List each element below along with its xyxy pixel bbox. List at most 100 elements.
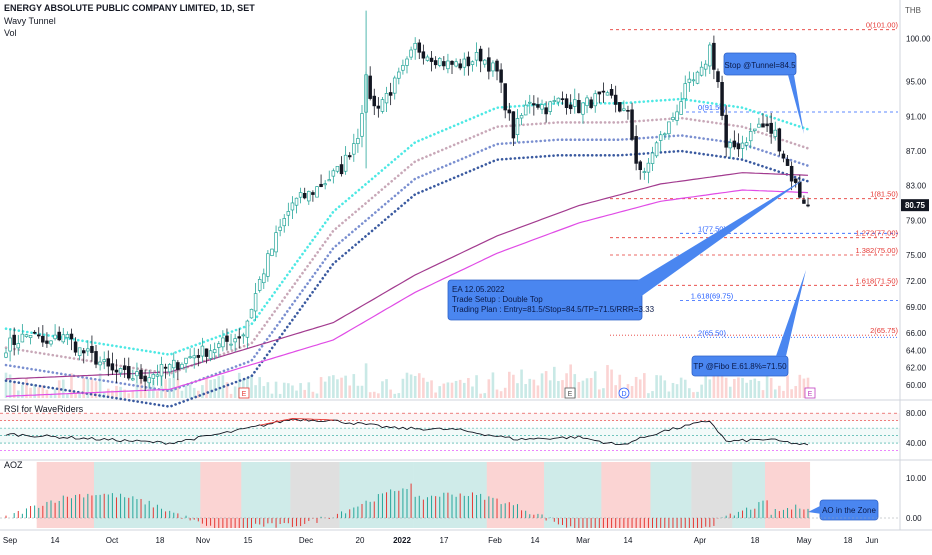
volume-bars xyxy=(4,363,810,398)
plan-callout-line: Trading Plan : Entry=81.5/Stop=84.5/TP=7… xyxy=(452,305,655,314)
volume-bar xyxy=(585,378,589,398)
candle-body xyxy=(352,143,356,155)
volume-bar xyxy=(773,389,777,398)
candle-body xyxy=(249,308,254,319)
rsi-tick-label: 40.00 xyxy=(906,439,927,448)
candle-body xyxy=(266,253,270,277)
candle-body xyxy=(286,211,291,216)
candle-body xyxy=(16,343,21,349)
candle-body xyxy=(24,334,29,338)
candle-body xyxy=(257,279,262,291)
volume-bar xyxy=(106,388,110,398)
volume-bar xyxy=(315,393,319,398)
candle-body xyxy=(401,65,405,71)
candle-body xyxy=(380,99,385,112)
volume-bar xyxy=(319,377,323,398)
volume-bar xyxy=(422,377,425,398)
time-tick-label: 14 xyxy=(531,536,540,545)
candle-body xyxy=(802,199,806,204)
candle-body xyxy=(511,111,516,139)
volume-bar xyxy=(197,390,200,398)
volume-bar xyxy=(303,389,307,398)
fibo-label: 0(101.00) xyxy=(866,21,899,30)
indicator-wavy-tunnel[interactable]: Wavy Tunnel xyxy=(4,16,56,26)
volume-bar xyxy=(344,375,347,398)
volume-bar xyxy=(21,384,24,398)
price-tick-label: 72.00 xyxy=(906,277,927,286)
candle-body xyxy=(806,204,810,207)
volume-bar xyxy=(643,373,646,398)
volume-bar xyxy=(569,364,572,398)
tunnel-band-3 xyxy=(4,134,810,393)
event-marker-dividend xyxy=(618,387,630,399)
fibo-label: 1(81.50) xyxy=(870,190,898,199)
candle-body xyxy=(86,348,90,352)
volume-bar xyxy=(491,372,495,398)
volume-bar xyxy=(503,387,507,398)
candle-body xyxy=(409,49,413,58)
candle-body xyxy=(667,121,671,135)
time-tick-label: 18 xyxy=(844,536,853,545)
candle-body xyxy=(699,66,704,76)
volume-bar xyxy=(299,383,302,398)
volume-bar xyxy=(205,376,208,398)
candle-body xyxy=(708,44,712,67)
indicator-volume[interactable]: Vol xyxy=(4,28,17,38)
volume-bar xyxy=(274,381,278,398)
volume-bar xyxy=(524,384,527,398)
candle-body xyxy=(450,60,454,65)
volume-bar xyxy=(41,385,45,398)
volume-bar xyxy=(70,373,73,398)
price-tick-label: 69.00 xyxy=(906,303,927,312)
rsi-title[interactable]: RSI for WaveRiders xyxy=(4,404,84,414)
price-tick-label: 95.00 xyxy=(906,78,927,87)
candle-body xyxy=(184,357,188,364)
candle-body xyxy=(433,60,438,66)
candle-body xyxy=(532,103,536,106)
tunnel-band-4 xyxy=(4,149,810,409)
candle-body xyxy=(225,335,229,342)
fibo-label: 1.272(77.00) xyxy=(855,229,898,238)
volume-bar xyxy=(213,379,216,398)
tp-callout-pointer xyxy=(776,270,806,356)
candle-body xyxy=(221,337,225,348)
volume-bar xyxy=(565,373,568,398)
volume-bar xyxy=(250,375,253,398)
aoz-title[interactable]: AOZ xyxy=(4,460,23,470)
volume-bar xyxy=(716,373,720,398)
candle-body xyxy=(507,109,512,114)
time-tick-label: 15 xyxy=(244,536,253,545)
time-tick-label: 17 xyxy=(440,536,449,545)
candle-body xyxy=(200,345,205,357)
volume-bar xyxy=(282,382,286,398)
candle-body xyxy=(798,181,802,198)
ao-callout-text: AO in the Zone xyxy=(822,506,876,515)
volume-bar xyxy=(679,377,683,398)
symbol-title[interactable]: ENERGY ABSOLUTE PUBLIC COMPANY LIMITED, … xyxy=(4,3,255,13)
candle-body xyxy=(560,98,565,101)
candle-body xyxy=(8,337,12,352)
last-price-badge xyxy=(901,199,929,212)
volume-bar xyxy=(520,369,523,398)
candle-body xyxy=(110,363,115,371)
candles xyxy=(4,10,810,391)
volume-bar xyxy=(74,392,77,398)
volume-bar xyxy=(765,374,769,398)
aoz-zone xyxy=(486,462,545,528)
time-tick-label: Dec xyxy=(299,536,313,545)
price-tick-label: 100.00 xyxy=(906,34,931,43)
candle-body xyxy=(740,142,745,149)
volume-bar xyxy=(561,380,564,398)
candle-body xyxy=(311,192,315,195)
volume-bar xyxy=(37,387,41,398)
candle-body xyxy=(687,78,692,83)
volume-bar xyxy=(430,380,433,398)
candle-body xyxy=(331,170,336,177)
candle-body xyxy=(237,336,241,339)
volume-bar xyxy=(712,375,716,398)
candle-body xyxy=(290,202,295,211)
candle-body xyxy=(167,364,172,373)
candle-body xyxy=(28,335,33,338)
